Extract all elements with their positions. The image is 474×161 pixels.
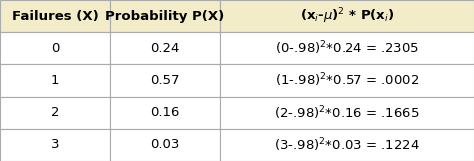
Bar <box>110 129 220 161</box>
Bar <box>0 129 110 161</box>
Bar <box>0 32 110 64</box>
Text: (2-.98)$^2$*0.16 = .1665: (2-.98)$^2$*0.16 = .1665 <box>274 104 420 122</box>
Text: (1-.98)$^2$*0.57 = .0002: (1-.98)$^2$*0.57 = .0002 <box>275 72 419 89</box>
Text: 0.57: 0.57 <box>150 74 180 87</box>
Bar <box>0 0 110 32</box>
Text: 0.03: 0.03 <box>150 138 180 151</box>
Text: 0.16: 0.16 <box>150 106 180 119</box>
Bar <box>220 64 474 97</box>
Bar <box>110 97 220 129</box>
Bar <box>220 129 474 161</box>
Text: (3-.98)$^2$*0.03 = .1224: (3-.98)$^2$*0.03 = .1224 <box>274 136 420 154</box>
Bar <box>110 32 220 64</box>
Text: Probability P(X): Probability P(X) <box>105 10 225 23</box>
Bar <box>220 0 474 32</box>
Bar <box>220 97 474 129</box>
Bar <box>110 0 220 32</box>
Text: Failures (X): Failures (X) <box>12 10 99 23</box>
Text: 1: 1 <box>51 74 59 87</box>
Bar <box>110 64 220 97</box>
Text: (x$_i$-$\mu$)$^2$ * P(x$_i$): (x$_i$-$\mu$)$^2$ * P(x$_i$) <box>300 6 394 26</box>
Bar <box>0 97 110 129</box>
Text: (0-.98)$^2$*0.24 = .2305: (0-.98)$^2$*0.24 = .2305 <box>275 39 419 57</box>
Text: 2: 2 <box>51 106 59 119</box>
Text: 0.24: 0.24 <box>150 42 180 55</box>
Text: 3: 3 <box>51 138 59 151</box>
Bar <box>220 32 474 64</box>
Text: 0: 0 <box>51 42 59 55</box>
Bar <box>0 64 110 97</box>
